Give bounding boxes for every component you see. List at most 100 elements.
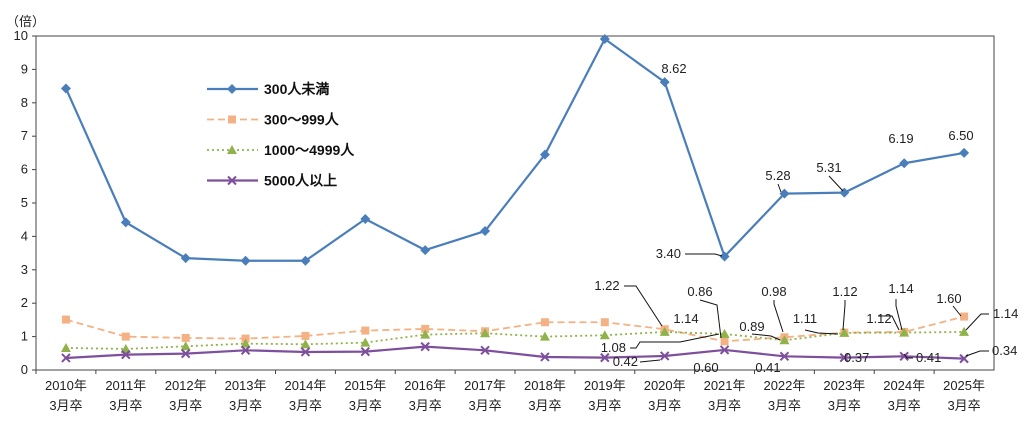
data-label: 1.11 [793, 311, 817, 326]
data-label: 1.12 [832, 284, 857, 299]
x-tick-label-year: 2014年 [284, 378, 326, 393]
x-tick-label-month: 3月卒 [409, 398, 442, 413]
leader-line [965, 313, 989, 331]
data-label: 1.60 [936, 291, 961, 306]
data-point [959, 147, 970, 158]
data-label: 0.37 [844, 350, 869, 365]
x-tick-label-month: 3月卒 [349, 398, 382, 413]
y-tick-label: 5 [21, 195, 28, 210]
x-tick-label-month: 3月卒 [109, 398, 142, 413]
y-tick-label: 2 [21, 295, 28, 310]
data-label: 1.14 [888, 281, 913, 296]
leader-line [630, 333, 720, 349]
leader-line [685, 253, 723, 257]
data-point [600, 318, 609, 327]
y-tick-label: 8 [21, 95, 28, 110]
x-tick-label-month: 3月卒 [648, 398, 681, 413]
data-point [61, 315, 70, 324]
data-point [960, 312, 969, 321]
legend-marker [227, 175, 237, 186]
leader-line [952, 305, 962, 317]
x-tick-label-year: 2017年 [464, 378, 506, 393]
data-point [121, 332, 130, 341]
series-line-2 [65, 315, 965, 343]
y-tick-label: 10 [14, 28, 28, 43]
data-point [899, 158, 910, 169]
leader-line [903, 353, 913, 359]
y-tick-label: 1 [21, 329, 28, 344]
data-point [361, 326, 370, 335]
data-point [539, 149, 550, 160]
leader-line [828, 175, 844, 192]
y-tick-label: 7 [21, 128, 28, 143]
data-label: 1.14 [993, 306, 1018, 321]
data-label: 3.40 [656, 246, 681, 261]
y-axis-unit-label: （倍） [6, 14, 45, 29]
data-point [240, 338, 251, 348]
data-label: 1.12 [866, 311, 891, 326]
data-point [300, 255, 311, 266]
data-point [480, 328, 491, 338]
data-label: 0.98 [761, 284, 786, 299]
x-tick-label-year: 2016年 [404, 378, 446, 393]
x-tick-label-month: 3月卒 [588, 398, 621, 413]
legend-marker [227, 145, 237, 154]
data-point [420, 245, 431, 256]
data-point [180, 253, 191, 264]
legend-label: 300人未満 [264, 81, 329, 97]
data-label: 0.60 [693, 360, 718, 375]
leader-line [842, 300, 846, 331]
x-tick-label-month: 3月卒 [947, 398, 980, 413]
data-label: 6.19 [888, 131, 913, 146]
data-point [899, 351, 909, 362]
data-point [779, 335, 790, 345]
leader-line [965, 350, 989, 357]
data-label: 1.22 [594, 278, 619, 293]
data-point [719, 328, 730, 338]
data-label: 0.34 [992, 343, 1017, 358]
data-point [360, 337, 371, 347]
data-point [899, 327, 910, 337]
x-tick-label-year: 2021年 [704, 378, 746, 393]
series-line-1 [64, 37, 965, 262]
data-point [540, 352, 550, 362]
data-label: 8.62 [661, 61, 686, 76]
x-tick-label-month: 3月卒 [49, 398, 82, 413]
data-point [120, 343, 131, 353]
x-tick-label-year: 2015年 [344, 378, 386, 393]
data-point [120, 217, 131, 228]
x-tick-label-year: 2023年 [823, 378, 865, 393]
y-tick-label: 4 [21, 228, 28, 243]
y-tick-label: 3 [21, 262, 28, 277]
data-point [599, 330, 610, 340]
data-point [839, 327, 850, 337]
data-label: 0.42 [613, 354, 638, 369]
x-tick-label-month: 3月卒 [229, 398, 262, 413]
x-tick-label-month: 3月卒 [828, 398, 861, 413]
data-point [61, 353, 71, 363]
data-point [480, 226, 491, 237]
x-tick-label-month: 3月卒 [468, 398, 501, 413]
x-tick-label-year: 2019年 [584, 378, 626, 393]
data-point [719, 251, 730, 262]
leader-line [804, 329, 839, 335]
leader-line [699, 299, 722, 339]
legend-label: 1000〜4999人 [264, 142, 355, 158]
data-point [959, 326, 970, 336]
data-point [599, 34, 610, 45]
data-point [719, 345, 730, 355]
x-tick-label-year: 2025年 [943, 378, 985, 393]
data-point [300, 347, 311, 357]
data-point [121, 349, 131, 360]
leader-line [878, 315, 900, 331]
data-point [181, 333, 190, 342]
data-point [659, 326, 670, 336]
data-label: 1.14 [673, 311, 698, 326]
x-tick-label-year: 2024年 [883, 378, 925, 393]
leader-line [751, 333, 781, 341]
data-label: 5.31 [816, 160, 841, 175]
data-point [420, 329, 431, 339]
series-line-4 [65, 345, 965, 360]
x-tick-label-year: 2020年 [644, 378, 686, 393]
